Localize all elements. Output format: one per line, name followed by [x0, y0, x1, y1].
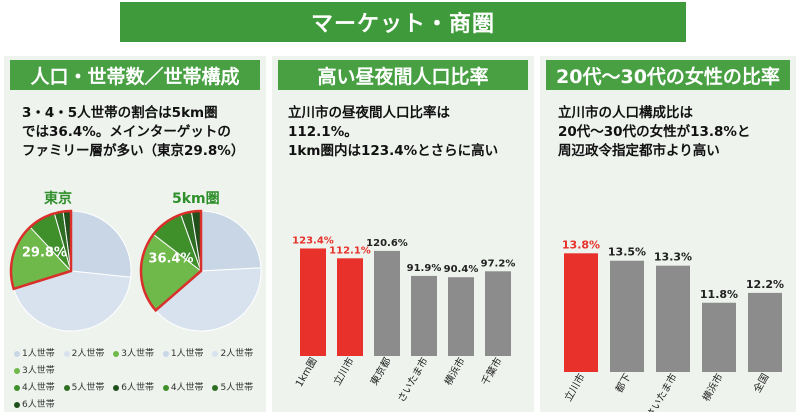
bar-value-label: 120.6%: [366, 238, 408, 249]
panel-daytime-ratio: 高い昼夜間人口比率 立川市の昼夜間人口比率は 112.1%。 1km圏内は123…: [272, 56, 534, 412]
panel-heading: 高い昼夜間人口比率: [278, 60, 528, 90]
bar: [337, 258, 363, 356]
legend-item: 1人世帯: [162, 346, 204, 363]
legend-label: 1人世帯: [170, 349, 204, 359]
pie-chart-5km: 36.4%: [139, 209, 262, 332]
bar-value-label: 90.4%: [444, 264, 479, 275]
legend-label: 4人世帯: [22, 383, 55, 393]
bar-category-label: 全国: [750, 371, 771, 395]
bar: [702, 302, 736, 372]
legend-item: 5人世帯: [212, 380, 253, 397]
bar-value-label: 13.3%: [654, 251, 692, 264]
bar: [485, 271, 511, 356]
bar-value-label: 13.8%: [562, 238, 600, 251]
bar: [656, 265, 690, 372]
desc-line: 1km圏内は123.4%とさらに高い: [288, 143, 499, 159]
desc-line: 112.1%。: [288, 124, 358, 140]
panel-household: 人口・世帯数／世帯構成 3・4・5人世帯の割合は5km圏 では36.4%。メイン…: [4, 56, 266, 412]
bar: [748, 292, 782, 372]
panel-description: 3・4・5人世帯の割合は5km圏 では36.4%。メインターゲットの ファミリー…: [22, 104, 244, 161]
bar-category-label: 横浜市: [441, 355, 467, 387]
banner-title: マーケット・商圏: [310, 12, 495, 37]
desc-line: では36.4%。メインターゲットの: [22, 124, 231, 140]
bar-category-label: 横浜市: [699, 371, 725, 403]
legend-label: 5人世帯: [220, 383, 254, 393]
legend-item: 3人世帯: [113, 346, 154, 363]
legend-item: 4人世帯: [162, 380, 204, 397]
bar-chart-female: 13.8% 立川市 13.5% 都下 13.3% さいたま市 11.8% 横浜市 12.2% 全国: [561, 238, 784, 412]
bar: [564, 253, 598, 372]
bar-value-label: 123.4%: [292, 235, 334, 246]
legend-label: 4人世帯: [170, 383, 204, 393]
bar-category-label: 千葉市: [478, 355, 504, 387]
bar: [300, 248, 326, 356]
desc-line: 3・4・5人世帯の割合は5km圏: [22, 105, 218, 121]
legend-item: 4人世帯: [14, 380, 55, 397]
bar-value-label: 91.9%: [407, 263, 442, 274]
legend-item: 5人世帯: [63, 380, 105, 397]
legend-label: 1人世帯: [22, 349, 55, 359]
legend-item: 2人世帯: [63, 346, 105, 363]
pie-title-5km: 5km圏: [172, 191, 220, 207]
legend-label: 3人世帯: [22, 366, 55, 376]
desc-line: 20代～30代の女性が13.8%と: [558, 124, 751, 140]
bar: [610, 260, 644, 372]
pie-title-tokyo: 東京: [44, 191, 72, 207]
bar-value-label: 13.5%: [608, 246, 646, 259]
legend-item: 3人世帯: [14, 363, 55, 380]
bar: [448, 277, 474, 356]
pie-slice: [200, 210, 262, 272]
desc-line: 立川市の昼夜間人口比率は: [288, 105, 450, 121]
pie-slice: [70, 210, 132, 278]
legend-label: 2人世帯: [71, 349, 105, 359]
bar-category-label: 都下: [613, 372, 633, 395]
panel-description: 立川市の人口構成比は 20代～30代の女性が13.8%と 周辺政令指定都市より高…: [558, 104, 750, 161]
legend-label: 5人世帯: [71, 383, 105, 393]
legend-label: 6人世帯: [121, 383, 154, 393]
legend-label: 3人世帯: [121, 349, 154, 359]
bar-value-label: 11.8%: [700, 288, 738, 301]
page-banner: マーケット・商圏: [120, 2, 686, 42]
bar-category-label: さいたま市: [394, 355, 430, 405]
bar-value-label: 12.2%: [746, 278, 784, 291]
panel-description: 立川市の昼夜間人口比率は 112.1%。 1km圏内は123.4%とさらに高い: [288, 104, 498, 161]
bar-value-label: 97.2%: [481, 258, 516, 269]
pie-slice: [155, 267, 262, 332]
legend-item: 2人世帯: [212, 346, 253, 363]
bar-category-label: 1km圏: [293, 356, 319, 390]
pie-slice: [13, 270, 132, 332]
desc-line: ファミリー層が多い（東京29.8%）: [22, 143, 245, 159]
bar-category-label: さいたま市: [643, 371, 679, 412]
bar-value-label: 112.1%: [329, 245, 371, 256]
legend-label: 2人世帯: [220, 349, 254, 359]
pie-chart-tokyo: 29.8%: [9, 209, 132, 332]
bar: [411, 275, 437, 356]
bar-category-label: 立川市: [561, 371, 587, 403]
panel-heading: 20代～30代の女性の比率: [546, 60, 790, 90]
panel-female-ratio: 20代～30代の女性の比率 立川市の人口構成比は 20代～30代の女性が13.8…: [540, 56, 796, 412]
legend-label: 6人世帯: [22, 400, 55, 410]
pie-highlight-outline: [9, 209, 73, 291]
bar-category-label: 立川市: [330, 355, 356, 387]
pie-legend: 1人世帯 2人世帯 3人世帯 1人世帯 2人世帯 3人世帯 4人世帯 5人世帯 …: [14, 346, 266, 414]
legend-item: 1人世帯: [14, 346, 55, 363]
desc-line: 周辺政令指定都市より高い: [558, 143, 720, 159]
legend-item: 6人世帯: [113, 380, 154, 397]
pie-highlight-outline: [139, 209, 203, 313]
pie-highlight-label: 29.8%: [22, 245, 67, 260]
legend-item: 6人世帯: [14, 397, 55, 414]
bar-chart-daytime: 123.4% 1km圏 112.1% 立川市 120.6% 東京都 91.9% さいたま市 90…: [292, 235, 516, 405]
desc-line: 立川市の人口構成比は: [558, 105, 693, 121]
pie-highlight-label: 36.4%: [148, 251, 193, 266]
bar: [374, 250, 400, 356]
bar-category-label: 東京都: [367, 355, 393, 387]
panel-heading: 人口・世帯数／世帯構成: [10, 60, 260, 90]
